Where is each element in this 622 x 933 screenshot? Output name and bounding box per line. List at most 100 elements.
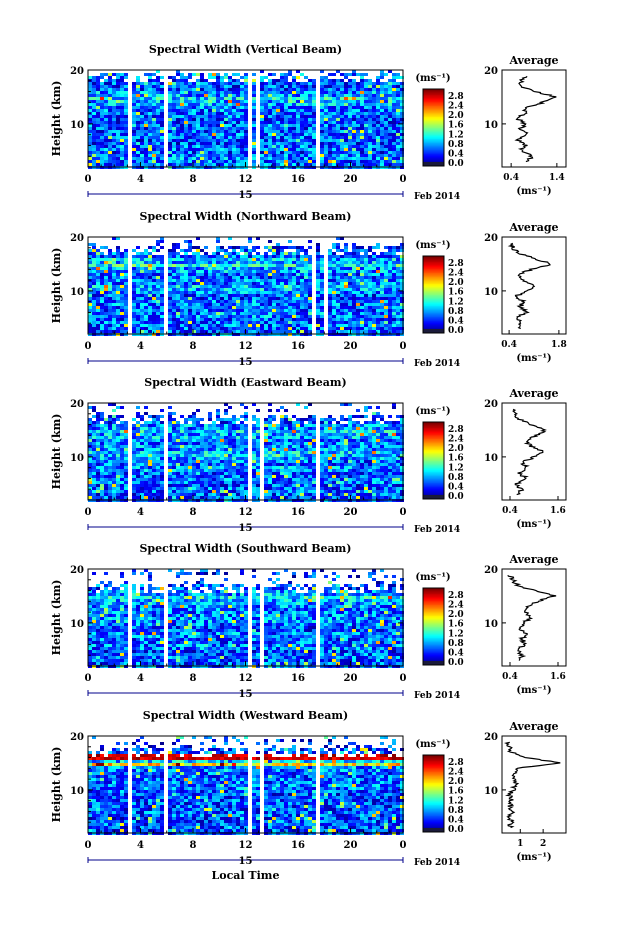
heatmap-cell: [200, 133, 204, 136]
heatmap-cell: [168, 258, 172, 261]
heatmap-cell: [220, 300, 224, 303]
heatmap-cell: [388, 88, 392, 91]
heatmap-cell: [372, 246, 376, 249]
heatmap-cell: [96, 291, 100, 294]
heatmap-cell: [104, 133, 108, 136]
heatmap-cell: [256, 276, 260, 279]
heatmap-cell: [264, 330, 268, 333]
heatmap-cell: [348, 252, 352, 255]
heatmap-cell: [180, 261, 184, 264]
heatmap-cell: [324, 115, 328, 118]
heatmap-cell: [172, 276, 176, 279]
heatmap-cell: [116, 321, 120, 324]
heatmap-cell: [220, 315, 224, 318]
heatmap-cell: [384, 130, 388, 133]
heatmap-cell: [288, 270, 292, 273]
heatmap-cell: [336, 112, 340, 115]
heatmap-cell: [312, 112, 316, 115]
heatmap-cell: [96, 297, 100, 300]
heatmap-cell: [380, 160, 384, 163]
heatmap-cell: [368, 267, 372, 270]
heatmap-cell: [244, 249, 248, 252]
heatmap-cell: [288, 106, 292, 109]
heatmap-cell: [216, 270, 220, 273]
heatmap-cell: [108, 451, 112, 454]
heatmap-cell: [344, 142, 348, 145]
heatmap-cell: [268, 261, 272, 264]
heatmap-cell: [344, 285, 348, 288]
heatmap-cell: [320, 327, 324, 330]
heatmap-cell: [192, 91, 196, 94]
heatmap-cell: [96, 109, 100, 112]
heatmap-cell: [112, 106, 116, 109]
heatmap-cell: [100, 85, 104, 88]
heatmap-cell: [184, 154, 188, 157]
heatmap-cell: [124, 264, 128, 267]
heatmap-cell: [320, 103, 324, 106]
heatmap-cell: [292, 282, 296, 285]
heatmap-cell: [348, 300, 352, 303]
heatmap-cell: [176, 79, 180, 82]
heatmap-cell: [280, 82, 284, 85]
heatmap-cell: [384, 270, 388, 273]
heatmap-cell: [160, 306, 164, 309]
heatmap-cell: [316, 258, 320, 261]
heatmap-cell: [92, 100, 96, 103]
heatmap-cell: [292, 246, 296, 249]
y-tick-label: 20: [70, 233, 84, 244]
heatmap-cell: [104, 82, 108, 85]
heatmap-cell: [184, 258, 188, 261]
heatmap-cell: [248, 273, 252, 276]
heatmap-cell: [284, 300, 288, 303]
heatmap-cell: [360, 318, 364, 321]
heatmap-cell: [332, 306, 336, 309]
heatmap-cell: [296, 154, 300, 157]
heatmap-cell: [196, 154, 200, 157]
heatmap-cell: [348, 258, 352, 261]
heatmap-cell: [168, 327, 172, 330]
heatmap-cell: [100, 279, 104, 282]
heatmap-cell: [96, 430, 100, 433]
heatmap-cell: [220, 127, 224, 130]
heatmap-cell: [108, 327, 112, 330]
x-tick-label: 12: [239, 341, 253, 352]
heatmap-cell: [368, 79, 372, 82]
heatmap-cell: [104, 312, 108, 315]
heatmap-cell: [96, 148, 100, 151]
heatmap-cell: [228, 109, 232, 112]
heatmap-cell: [336, 82, 340, 85]
heatmap-cell: [364, 160, 368, 163]
heatmap-cell: [344, 100, 348, 103]
heatmap-cell: [380, 291, 384, 294]
heatmap-cell: [384, 282, 388, 285]
heatmap-cell: [176, 124, 180, 127]
heatmap-cell: [100, 273, 104, 276]
heatmap-cell: [268, 118, 272, 121]
heatmap-cell: [172, 249, 176, 252]
heatmap-cell: [248, 288, 252, 291]
heatmap-cell: [184, 160, 188, 163]
heatmap-cell: [192, 276, 196, 279]
heatmap-cell: [100, 160, 104, 163]
heatmap-cell: [236, 279, 240, 282]
heatmap-cell: [296, 97, 300, 100]
heatmap-cell: [260, 327, 264, 330]
heatmap-cell: [220, 255, 224, 258]
heatmap-cell: [380, 103, 384, 106]
heatmap-cell: [140, 124, 144, 127]
heatmap-cell: [276, 288, 280, 291]
heatmap-cell: [176, 121, 180, 124]
heatmap-cell: [300, 73, 304, 76]
heatmap-cell: [284, 327, 288, 330]
heatmap-cell: [240, 324, 244, 327]
heatmap-cell: [232, 142, 236, 145]
heatmap-cell: [392, 252, 396, 255]
heatmap-cell: [116, 103, 120, 106]
heatmap-cell: [212, 106, 216, 109]
heatmap-cell: [104, 487, 108, 490]
heatmap-cell: [104, 163, 108, 166]
heatmap-cell: [212, 100, 216, 103]
heatmap-cell: [160, 300, 164, 303]
heatmap-cell: [328, 303, 332, 306]
heatmap-cell: [388, 160, 392, 163]
